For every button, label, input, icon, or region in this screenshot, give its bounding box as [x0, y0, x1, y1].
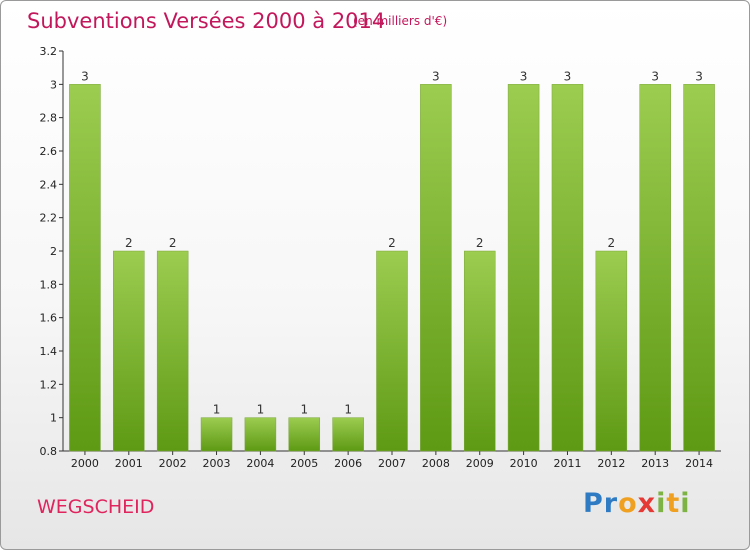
data-label-2000: 3: [81, 69, 89, 83]
bar-2005: [288, 417, 321, 452]
bars: [69, 84, 715, 452]
chart-title: Subventions Versées 2000 à 2014: [27, 9, 386, 33]
x-tick-label: 2002: [159, 457, 187, 470]
proxiti-logo[interactable]: Proxiti: [583, 488, 691, 519]
bar-2002: [156, 250, 189, 452]
y-tick-label: 1: [50, 412, 57, 425]
data-label-2013: 3: [651, 69, 659, 83]
bar-2013: [639, 84, 671, 452]
data-label-2004: 1: [257, 403, 265, 417]
axes: 0.8 1 1.2 1.4 1.6 1.8 2 2.2 2.4 2.6 2.8 3 3.2 2000 200…: [40, 45, 721, 470]
data-label-2010: 3: [520, 69, 528, 83]
data-label-2007: 2: [388, 236, 396, 250]
y-tick-label: 3.2: [40, 45, 58, 58]
x-tick-label: 2013: [641, 457, 669, 470]
bar-2007: [376, 250, 408, 452]
chart-subtitle: (en milliers d'€): [353, 14, 448, 28]
x-tick-label: 2008: [422, 457, 450, 470]
y-tick-label: 1.2: [40, 378, 58, 391]
x-tick-label: 2007: [378, 457, 406, 470]
data-label-2005: 1: [300, 403, 308, 417]
x-tick-label: 2006: [334, 457, 362, 470]
bar-2008: [420, 84, 452, 452]
y-tick-label: 2: [50, 245, 57, 258]
y-tick-label: 2.6: [40, 145, 58, 158]
x-tick-label: 2003: [203, 457, 231, 470]
y-tick-label: 2.2: [40, 212, 58, 225]
y-tick-label: 3: [50, 78, 57, 91]
y-tick-label: 2.4: [40, 178, 58, 191]
data-label-2008: 3: [432, 69, 440, 83]
data-label-2011: 3: [564, 69, 572, 83]
bar-2006: [332, 417, 364, 452]
x-tick-label: 2005: [290, 457, 318, 470]
bar-2009: [463, 250, 496, 452]
x-tick-label: 2010: [510, 457, 538, 470]
bar-2010: [507, 84, 540, 452]
y-tick-label: 2.8: [40, 112, 58, 125]
data-label-2003: 1: [213, 403, 221, 417]
data-label-2014: 3: [695, 69, 703, 83]
x-tick-label: 2009: [466, 457, 494, 470]
data-label-2001: 2: [125, 236, 133, 250]
data-label-2006: 1: [344, 403, 352, 417]
y-tick-label: 0.8: [40, 445, 58, 458]
x-tick-label: 2000: [71, 457, 99, 470]
data-label-2009: 2: [476, 236, 484, 250]
x-tick-label: 2004: [246, 457, 274, 470]
y-tick-label: 1.4: [40, 345, 58, 358]
bar-2004: [244, 417, 277, 452]
y-tick-label: 1.6: [40, 312, 58, 325]
commune-name: WEGSCHEID: [37, 496, 155, 518]
bar-2001: [113, 250, 145, 452]
data-label-2012: 2: [608, 236, 616, 250]
bar-2014: [683, 84, 715, 452]
y-tick-label: 1.8: [40, 278, 58, 291]
x-tick-label: 2011: [553, 457, 581, 470]
data-label-2002: 2: [169, 236, 177, 250]
x-tick-label: 2001: [115, 457, 143, 470]
x-tick-label: 2014: [685, 457, 713, 470]
bar-2000: [69, 84, 101, 452]
bar-2003: [200, 417, 233, 452]
x-tick-label: 2012: [597, 457, 625, 470]
bar-2011: [551, 84, 584, 452]
data-labels: 3 2 2 1 1 1 1 2 3 2 3 3 2 3 3: [81, 69, 703, 416]
bar-2012: [595, 250, 628, 452]
